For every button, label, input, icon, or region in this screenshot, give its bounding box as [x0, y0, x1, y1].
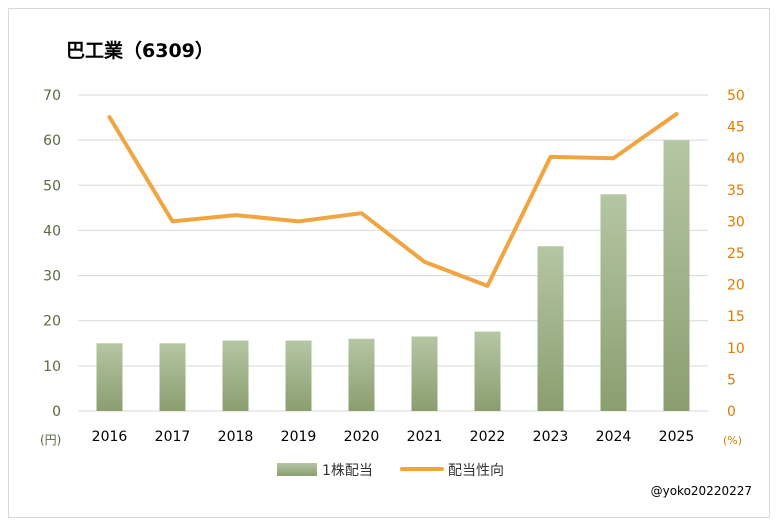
y-right-tick-label: 50	[727, 88, 745, 104]
y-right-tick-label: 30	[727, 214, 745, 230]
bar	[96, 343, 123, 411]
x-tick-label: 2021	[407, 429, 443, 445]
x-tick-label: 2017	[155, 429, 191, 445]
x-tick-label: 2022	[470, 429, 506, 445]
credit-text: @yoko20220227	[650, 484, 752, 498]
y-left-tick-label: 70	[43, 88, 61, 104]
bar-series	[96, 140, 690, 411]
bar	[537, 246, 564, 411]
y-right-tick-label: 10	[727, 341, 745, 357]
x-tick-label: 2023	[533, 429, 569, 445]
bar	[411, 336, 438, 411]
chart-title: 巴工業（6309）	[66, 40, 214, 62]
y-left-tick-label: 10	[43, 359, 61, 375]
y-left-tick-label: 40	[43, 223, 61, 239]
bar	[600, 194, 627, 411]
legend: 1株配当 配当性向	[277, 463, 504, 479]
y-left-tick-label: 0	[52, 404, 61, 420]
bar	[348, 338, 375, 411]
line-series	[107, 111, 679, 288]
y-right-tick-label: 40	[727, 151, 745, 167]
y-right-tick-label: 15	[727, 309, 745, 325]
y-left-tick-label: 30	[43, 269, 61, 285]
bar	[159, 343, 186, 411]
y-right-tick-label: 25	[727, 246, 745, 262]
y-right-unit: (%)	[723, 434, 742, 447]
y-right-tick-label: 45	[727, 120, 745, 136]
y-left-tick-label: 60	[43, 133, 61, 149]
bar	[285, 340, 312, 411]
chart-frame	[8, 8, 770, 518]
bar	[663, 140, 690, 411]
x-tick-label: 2016	[92, 429, 128, 445]
y-right-tick-label: 20	[727, 278, 745, 294]
x-tick-label: 2024	[596, 429, 632, 445]
y-right-tick-label: 5	[727, 372, 736, 388]
legend-bar-swatch	[277, 463, 317, 476]
y-right-tick-label: 35	[727, 183, 745, 199]
x-tick-label: 2020	[344, 429, 380, 445]
x-tick-label: 2025	[659, 429, 695, 445]
y-left-tick-label: 20	[43, 314, 61, 330]
bar	[222, 340, 249, 411]
bar	[474, 331, 501, 411]
y-left-tick-label: 50	[43, 178, 61, 194]
legend-bar-label: 1株配当	[322, 463, 373, 479]
y-right-tick-label: 0	[727, 404, 736, 420]
x-tick-label: 2019	[281, 429, 317, 445]
x-tick-label: 2018	[218, 429, 254, 445]
legend-line-label: 配当性向	[448, 463, 504, 479]
y-left-unit: (円)	[40, 433, 61, 447]
